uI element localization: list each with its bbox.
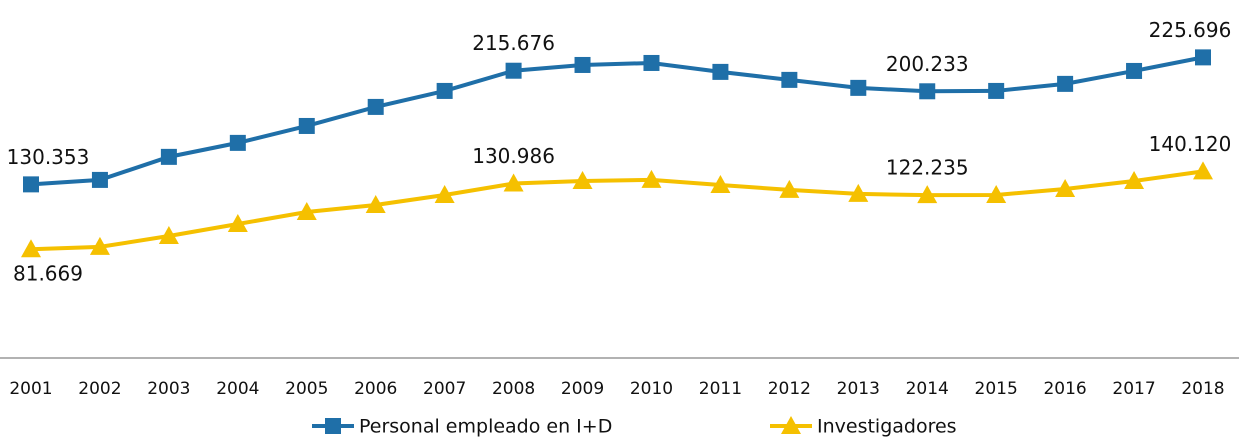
- marker: [643, 54, 660, 71]
- marker: [227, 214, 248, 233]
- data-label: 81.669: [13, 262, 83, 286]
- data-label: 225.696: [1149, 18, 1232, 42]
- marker: [712, 63, 729, 80]
- marker: [917, 185, 938, 204]
- marker: [1193, 161, 1213, 180]
- x-tick-label: 2009: [561, 379, 604, 399]
- x-tick-label: 2013: [837, 379, 880, 399]
- marker: [21, 239, 41, 258]
- x-tick-label: 2017: [1112, 379, 1155, 399]
- marker: [919, 83, 936, 100]
- x-tick-label: 2006: [354, 379, 397, 399]
- data-label: 122.235: [886, 156, 969, 180]
- marker: [710, 174, 731, 193]
- x-tick-label: 2001: [9, 379, 52, 399]
- marker: [91, 171, 108, 188]
- marker: [574, 56, 591, 73]
- marker: [779, 179, 800, 198]
- x-tick-label: 2005: [285, 379, 328, 399]
- marker: [1057, 75, 1074, 92]
- marker: [988, 82, 1005, 99]
- data-label: 140.120: [1149, 132, 1232, 156]
- marker: [325, 418, 341, 434]
- data-label: 215.676: [472, 31, 555, 55]
- marker: [23, 176, 39, 193]
- legend-label: Personal empleado en I+D: [359, 416, 612, 438]
- marker: [296, 202, 317, 221]
- marker: [572, 170, 593, 189]
- marker: [1055, 178, 1076, 197]
- x-tick-label: 2015: [975, 379, 1018, 399]
- marker: [781, 416, 801, 434]
- x-tick-label: 2004: [216, 379, 259, 399]
- marker: [781, 71, 798, 88]
- series-line: [30, 169, 1204, 252]
- marker: [505, 62, 522, 79]
- marker: [436, 82, 453, 99]
- data-label: 130.353: [7, 145, 90, 169]
- data-label: 200.233: [886, 52, 969, 76]
- marker: [986, 184, 1007, 203]
- x-tick-label: 2014: [906, 379, 949, 399]
- x-tick-label: 2012: [768, 379, 811, 399]
- x-tick-label: 2016: [1043, 379, 1086, 399]
- marker: [367, 98, 384, 115]
- x-tick-label: 2007: [423, 379, 466, 399]
- marker: [158, 225, 179, 244]
- marker: [229, 134, 246, 151]
- series-line: [30, 55, 1204, 187]
- marker: [89, 236, 110, 255]
- x-tick-label: 2018: [1181, 379, 1224, 399]
- x-tick-label: 2003: [147, 379, 190, 399]
- marker: [503, 173, 524, 192]
- marker: [298, 117, 315, 134]
- marker: [850, 79, 867, 96]
- data-label: 130.986: [472, 144, 555, 168]
- marker: [160, 148, 177, 165]
- marker: [1126, 62, 1143, 79]
- marker: [1195, 49, 1211, 66]
- legend-label: Investigadores: [817, 416, 957, 438]
- x-tick-label: 2008: [492, 379, 535, 399]
- marker: [641, 169, 662, 188]
- x-tick-label: 2002: [78, 379, 121, 399]
- x-tick-label: 2011: [699, 379, 742, 399]
- marker: [1124, 170, 1145, 189]
- marker: [365, 194, 386, 213]
- x-tick-label: 2010: [630, 379, 673, 399]
- marker: [848, 183, 869, 202]
- marker: [434, 184, 455, 203]
